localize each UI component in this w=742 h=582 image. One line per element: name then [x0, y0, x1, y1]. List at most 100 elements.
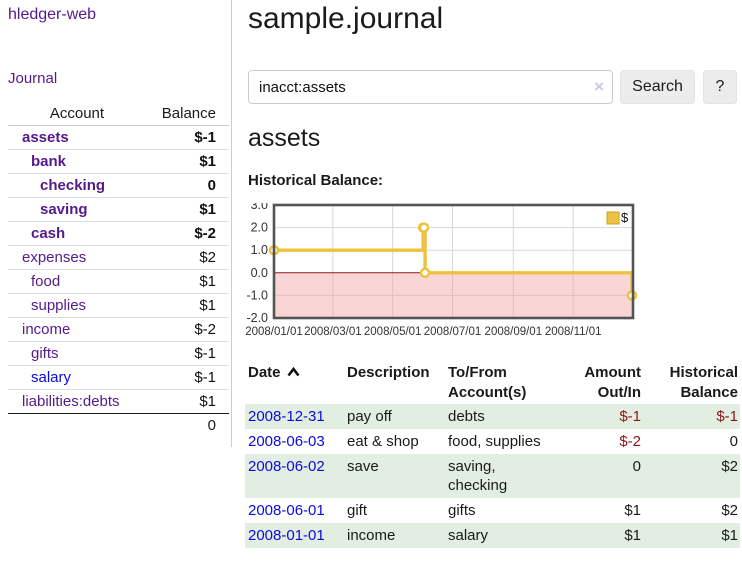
account-balance: $-2	[145, 221, 229, 246]
register-row: 2008-01-01 income salary $1 $1	[245, 523, 740, 548]
account-link[interactable]: income	[22, 321, 71, 338]
register-col-date[interactable]: Date	[245, 362, 344, 404]
transaction-date-link[interactable]: 2008-01-01	[248, 527, 325, 544]
app-brand-link[interactable]: hledger-web	[8, 6, 97, 23]
account-link[interactable]: salary	[31, 369, 72, 386]
register-col-tofrom: To/From Account(s)	[448, 364, 527, 401]
transaction-date-link[interactable]: 2008-06-03	[248, 433, 325, 450]
transaction-description: save	[344, 454, 445, 498]
account-link[interactable]: checking	[40, 177, 106, 194]
plot-border	[272, 203, 635, 320]
account-row: gifts $-1	[8, 341, 229, 366]
page-title: sample.journal	[248, 2, 444, 35]
search-input[interactable]	[248, 70, 613, 104]
transaction-date-link[interactable]: 2008-12-31	[248, 408, 325, 425]
transaction-amount: $1	[553, 523, 643, 548]
search-button[interactable]: Search	[620, 70, 695, 104]
account-row: saving $1	[8, 197, 229, 222]
transaction-description: income	[344, 523, 445, 548]
account-link[interactable]: gifts	[31, 345, 59, 362]
account-link[interactable]: saving	[40, 201, 88, 218]
register-row: 2008-12-31 pay off debts $-1 $-1	[245, 404, 740, 429]
account-balance: $1	[145, 389, 229, 414]
account-balance: $2	[145, 245, 229, 270]
historical-balance-chart[interactable]: $3.0 2.0 1.0 0.0 -1.0 -2.0 2008/01/01 2008/03/0…	[240, 198, 640, 347]
data-point-marker	[419, 267, 431, 279]
transaction-date-link[interactable]: 2008-06-02	[248, 458, 325, 475]
sidebar: hledger-web Journal Account Balance asse…	[0, 0, 232, 582]
y-tick-label: 3.0	[251, 203, 268, 212]
legend-label: $	[621, 210, 629, 225]
account-balance: $-2	[145, 317, 229, 342]
accounts-table: Account Balance assets $-1 bank $1 checking 0…	[8, 102, 229, 437]
account-link[interactable]: cash	[31, 225, 66, 242]
account-link[interactable]: food	[31, 273, 61, 290]
register-col-description: Description	[347, 364, 430, 381]
register-row: 2008-06-01 gift gifts $1 $2	[245, 498, 740, 523]
account-balance: $1	[145, 293, 229, 318]
x-tick-label: 2008/09/01	[485, 326, 543, 338]
account-balance: $1	[145, 197, 229, 222]
accounts-col-balance: Balance	[145, 102, 229, 126]
transaction-accounts: food, supplies	[448, 433, 541, 450]
y-tick-label: 1.0	[251, 243, 268, 257]
x-tick-label: 2008/11/01	[545, 326, 602, 338]
x-tick-label: 2008/05/01	[364, 326, 422, 338]
account-balance: $-1	[145, 125, 229, 150]
account-balance: $1	[145, 149, 229, 174]
transaction-accounts: saving, checking	[445, 454, 553, 498]
register-header-row: Date Description To/From Account(s) Amount Ou…	[245, 362, 740, 404]
transaction-balance: 0	[729, 433, 738, 450]
y-tick-label: -1.0	[246, 288, 268, 302]
accounts-col-account: Account	[8, 102, 146, 126]
account-balance: $-1	[145, 365, 229, 390]
register-col-historical: Historical Balance	[669, 364, 738, 401]
x-tick-label: 2008/07/01	[424, 326, 482, 338]
account-row: assets $-1	[8, 125, 229, 150]
register-tbody: 2008-12-31 pay off debts $-1 $-1 2008-06-03 ea…	[245, 404, 740, 548]
sidebar-item-journal[interactable]: Journal	[8, 70, 58, 87]
account-heading: assets	[248, 124, 321, 152]
account-row: cash $-2	[8, 221, 229, 246]
y-tick-label: -2.0	[246, 311, 268, 325]
transaction-balance: $-1	[643, 404, 740, 429]
clear-search-icon[interactable]: ×	[594, 77, 604, 96]
account-link[interactable]: bank	[31, 153, 67, 170]
transaction-description: gift	[347, 502, 368, 519]
account-balance: $-1	[145, 341, 229, 366]
transaction-amount: 0	[553, 454, 643, 498]
accounts-header-row: Account Balance	[8, 102, 229, 126]
transaction-description: eat & shop	[347, 433, 419, 450]
transaction-amount: $-2	[619, 433, 641, 450]
help-button[interactable]: ?	[703, 70, 737, 104]
transaction-amount: $-1	[553, 404, 643, 429]
transaction-accounts: debts	[445, 404, 553, 429]
chart-title: Historical Balance:	[248, 172, 384, 189]
account-link[interactable]: supplies	[31, 297, 87, 314]
account-balance: 0	[145, 173, 229, 198]
transaction-date-link[interactable]: 2008-06-01	[248, 502, 325, 519]
accounts-total-balance: 0	[207, 417, 216, 434]
account-balance: $1	[145, 269, 229, 294]
transaction-balance: $2	[721, 502, 738, 519]
account-link[interactable]: assets	[22, 129, 69, 146]
account-row: salary $-1	[8, 365, 229, 390]
accounts-tbody: assets $-1 bank $1 checking 0 saving $1 cash $-2 e…	[8, 125, 229, 438]
search-input-wrap: ×	[248, 70, 613, 104]
register-row: 2008-06-02 save saving, checking 0 $2	[245, 454, 740, 498]
sidebar-divider	[231, 0, 232, 447]
transaction-accounts: salary	[445, 523, 553, 548]
register-table: Date Description To/From Account(s) Amount Ou…	[245, 362, 740, 548]
legend-swatch	[606, 211, 620, 225]
account-link[interactable]: liabilities:debts	[22, 393, 120, 410]
data-point-marker	[418, 222, 430, 233]
account-link[interactable]: expenses	[22, 249, 87, 266]
account-row: income $-2	[8, 317, 229, 342]
x-tick-label: 2008/03/01	[304, 326, 362, 338]
account-row: liabilities:debts $1	[8, 389, 229, 414]
accounts-total-row: 0	[8, 414, 229, 438]
transaction-balance: $2	[643, 454, 740, 498]
account-row: expenses $2	[8, 245, 229, 270]
sort-ascending-icon	[286, 367, 300, 377]
